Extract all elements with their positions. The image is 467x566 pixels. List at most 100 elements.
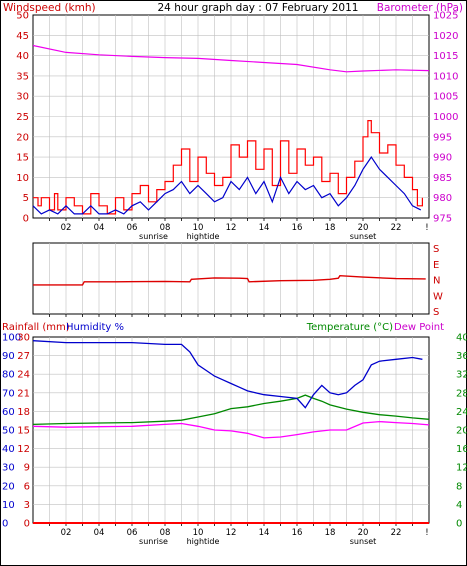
humidity-tick-label: 40	[2, 444, 15, 455]
barometer-tick-label: 1005	[433, 92, 458, 103]
x-tick-label: 20	[358, 528, 369, 538]
x-tick-label: 14	[259, 223, 270, 233]
x-tick-label: 08	[160, 528, 171, 538]
event-label-sunset: sunset	[350, 232, 377, 241]
x-tick-label: 14	[259, 528, 270, 538]
windspeed-tick-label: 20	[16, 132, 29, 143]
x-tick-label: 08	[160, 223, 171, 233]
x-tick-label: 04	[94, 528, 105, 538]
dewpoint-series	[32, 420, 430, 439]
x-tick-label: 02	[61, 528, 72, 538]
humidity-tick-label: 60	[2, 407, 15, 418]
humidity-series	[32, 340, 423, 409]
barometer-tick-label: 990	[433, 153, 452, 164]
windspeed-tick-label: 25	[16, 112, 29, 123]
humidity-tick-label: 90	[2, 351, 15, 362]
x-tick-label: 04	[94, 223, 105, 233]
temperature-tick-label: 20	[456, 426, 467, 437]
barometer-tick-label: 985	[433, 173, 452, 184]
barometer-tick-label: 975	[433, 214, 452, 225]
direction-label: S	[433, 244, 439, 255]
windspeed-tick-label: 5	[23, 193, 29, 204]
windspeed-tick-label: 15	[16, 153, 29, 164]
x-tick-label: 12	[226, 528, 237, 538]
humidity-tick-label: 10	[2, 500, 15, 511]
rainfall-tick-label: 6	[24, 481, 30, 492]
x-tick-label: 12	[226, 223, 237, 233]
rainfall-tick-label: 15	[17, 426, 30, 437]
windspeed-tick-label: 0	[23, 214, 29, 225]
windspeed-tick-label: 45	[16, 31, 29, 42]
direction-label: N	[433, 276, 440, 287]
windspeed-series	[32, 156, 422, 215]
x-tick-label: 18	[325, 223, 336, 233]
x-tick-label: 16	[292, 223, 303, 233]
windspeed-tick-label: 30	[16, 92, 29, 103]
humidity-axis-label: Humidity %	[66, 322, 124, 333]
temperature-tick-label: 12	[456, 463, 467, 474]
humidity-tick-label: 70	[2, 388, 15, 399]
x-tick-label: 20	[358, 223, 369, 233]
rainfall-tick-label: 24	[17, 370, 30, 381]
x-tick-label: 10	[193, 223, 204, 233]
rainfall-tick-label: 12	[17, 444, 30, 455]
humidity-tick-label: 100	[2, 333, 21, 344]
barometer-tick-label: 995	[433, 132, 452, 143]
temp-humidity-panel: 0102030405060708090100036912151821242730…	[2, 333, 467, 547]
windspeed-tick-label: 10	[16, 173, 29, 184]
windspeed-tick-label: 40	[16, 51, 29, 62]
windspeed-tick-label: 35	[16, 71, 29, 82]
x-tick-label: 22	[391, 528, 402, 538]
barometer-tick-label: 980	[433, 193, 452, 204]
x-tick-label: 02	[61, 223, 72, 233]
event-label-hightide: hightide	[187, 537, 220, 546]
temperature-tick-label: 40	[456, 333, 467, 344]
humidity-tick-label: 0	[2, 519, 8, 530]
rainfall-axis-label: Rainfall (mm)	[2, 322, 70, 333]
windspeed-axis-label: Windspeed (kmh)	[3, 2, 96, 14]
x-tick-label: 22	[391, 223, 402, 233]
humidity-tick-label: 30	[2, 463, 15, 474]
x-tick-label: 18	[325, 528, 336, 538]
temperature-tick-label: 32	[456, 370, 467, 381]
event-label-sunset: sunset	[350, 537, 377, 546]
barometer-tick-label: 1010	[433, 71, 458, 82]
temperature-tick-label: 4	[456, 500, 462, 511]
rainfall-tick-label: 21	[17, 388, 30, 399]
barometer-tick-label: 1020	[433, 31, 458, 42]
rainfall-tick-label: 30	[17, 333, 30, 344]
barometer-axis-label: Barometer (hPa)	[377, 2, 463, 14]
x-tick-label: 06	[127, 223, 138, 233]
rainfall-tick-label: 27	[17, 351, 30, 362]
temperature-series	[32, 394, 430, 426]
rainfall-tick-label: 18	[17, 407, 30, 418]
direction-label: W	[433, 291, 443, 302]
wind-barometer-panel: 0 5 10 15 20 25 30 35 40 45 50 975 980 985 990 995 1000 1…	[16, 11, 458, 242]
barometer-series	[32, 44, 430, 73]
humidity-tick-label: 80	[2, 370, 15, 381]
x-tick-label: 06	[127, 528, 138, 538]
x-tick-label: !	[425, 528, 428, 538]
temperature-tick-label: 24	[456, 407, 467, 418]
x-tick-label: !	[425, 223, 428, 233]
direction-label: E	[433, 260, 439, 271]
temperature-tick-label: 36	[456, 351, 467, 362]
rainfall-tick-label: 9	[24, 463, 30, 474]
temperature-axis-label: Temperature (°C)	[306, 322, 393, 333]
dewpoint-axis-label: Dew Point	[394, 322, 444, 333]
humidity-tick-label: 50	[2, 426, 15, 437]
temperature-tick-label: 8	[456, 481, 462, 492]
windspeed-tick-label: 50	[16, 11, 29, 22]
direction-label: S	[433, 307, 439, 318]
barometer-tick-label: 1000	[433, 112, 458, 123]
x-tick-label: 16	[292, 528, 303, 538]
rainfall-tick-label: 3	[24, 500, 30, 511]
gust-series	[33, 119, 423, 215]
wind-direction-series	[33, 274, 426, 286]
temperature-tick-label: 0	[456, 519, 462, 530]
humidity-tick-label: 20	[2, 481, 15, 492]
event-label-sunrise: sunrise	[139, 232, 168, 241]
x-tick-label: 10	[193, 528, 204, 538]
